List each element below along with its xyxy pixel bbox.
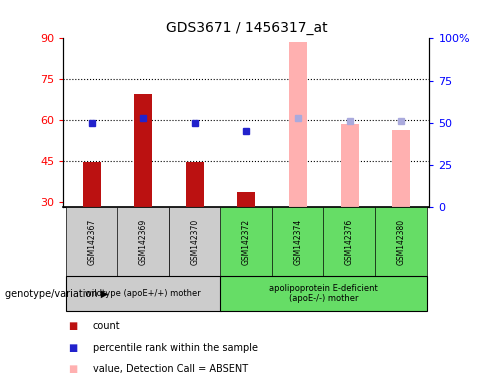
Text: value, Detection Call = ABSENT: value, Detection Call = ABSENT: [93, 364, 248, 374]
Text: ■: ■: [68, 343, 78, 353]
Text: GSM142369: GSM142369: [139, 219, 148, 265]
Text: count: count: [93, 321, 121, 331]
Bar: [289, 43, 307, 207]
Text: wildtype (apoE+/+) mother: wildtype (apoE+/+) mother: [85, 289, 201, 298]
Bar: [83, 162, 101, 207]
Text: GSM142376: GSM142376: [345, 219, 354, 265]
Text: GSM142370: GSM142370: [190, 219, 200, 265]
Text: apolipoprotein E-deficient
(apoE-/-) mother: apolipoprotein E-deficient (apoE-/-) mot…: [269, 284, 378, 303]
Bar: [341, 124, 359, 207]
Text: ■: ■: [68, 364, 78, 374]
Text: ■: ■: [68, 321, 78, 331]
Text: GSM142380: GSM142380: [397, 219, 406, 265]
Text: GSM142367: GSM142367: [87, 219, 96, 265]
Bar: [134, 94, 152, 207]
Text: genotype/variation ▶: genotype/variation ▶: [5, 289, 108, 299]
Bar: [186, 162, 204, 207]
Text: GSM142374: GSM142374: [293, 219, 303, 265]
Title: GDS3671 / 1456317_at: GDS3671 / 1456317_at: [165, 21, 327, 35]
Text: percentile rank within the sample: percentile rank within the sample: [93, 343, 258, 353]
Bar: [392, 130, 410, 207]
Bar: [238, 192, 255, 207]
Text: GSM142372: GSM142372: [242, 219, 251, 265]
